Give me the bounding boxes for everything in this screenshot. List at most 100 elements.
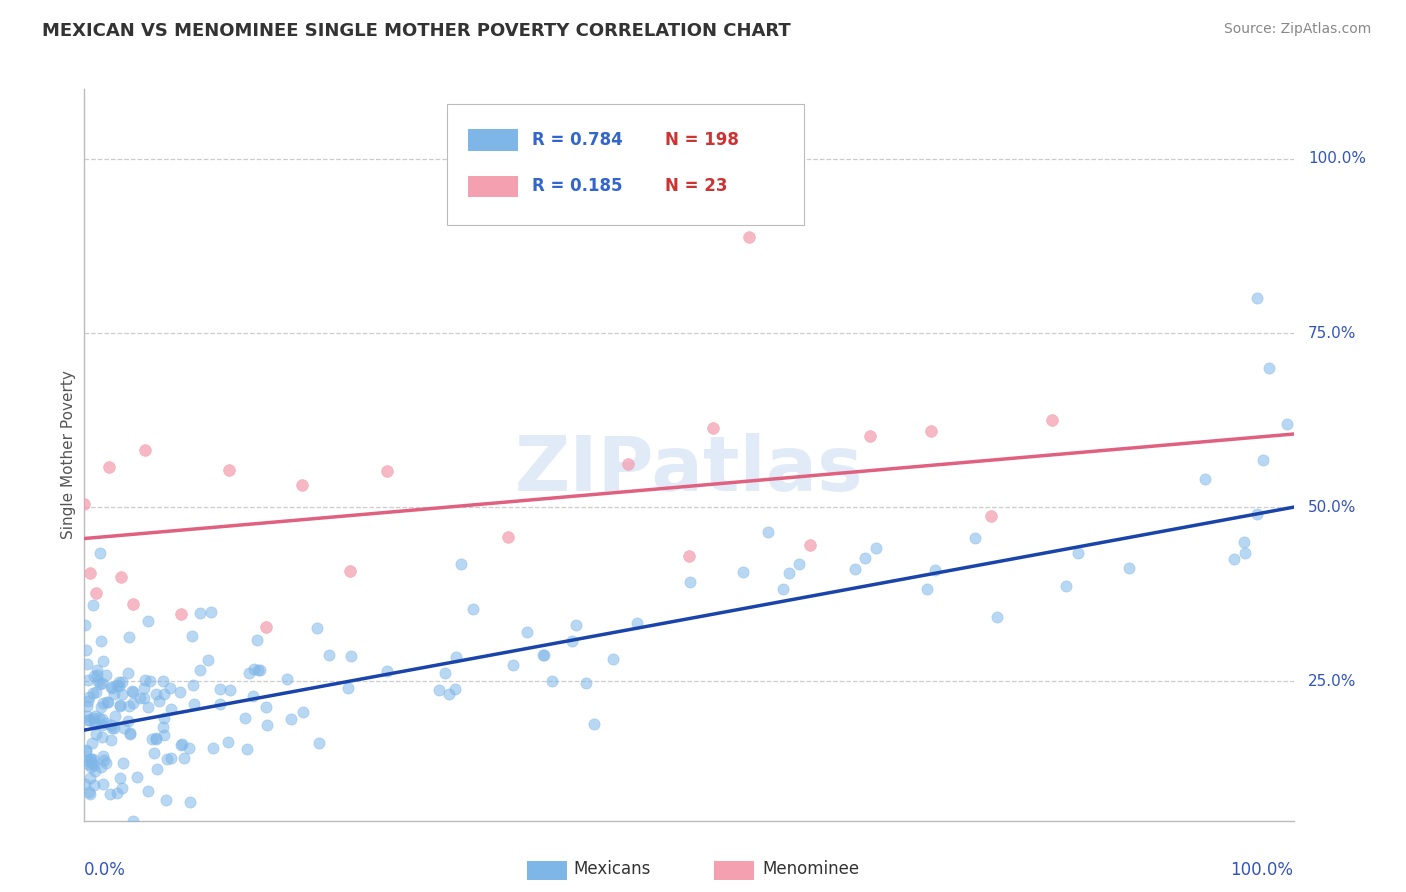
Point — [82, 599, 104, 613]
Point — [79, 566, 101, 580]
Text: ZIPatlas: ZIPatlas — [515, 433, 863, 507]
Point — [76, 657, 98, 671]
Point — [153, 711, 176, 725]
Point — [83, 778, 105, 792]
Point — [136, 784, 159, 798]
Point — [103, 687, 125, 701]
Text: R = 0.784: R = 0.784 — [531, 131, 623, 149]
Point — [152, 720, 174, 734]
Point — [80, 736, 103, 750]
Point — [181, 629, 204, 643]
Point — [118, 727, 141, 741]
Point — [132, 690, 155, 705]
Point — [236, 741, 259, 756]
Point — [859, 429, 882, 443]
Point — [108, 679, 131, 693]
Point — [337, 681, 360, 696]
Point — [434, 665, 457, 680]
Point — [76, 699, 98, 714]
Point — [188, 606, 211, 620]
Point — [173, 751, 195, 765]
Point — [79, 713, 101, 727]
Text: N = 23: N = 23 — [665, 178, 727, 195]
Point — [179, 795, 201, 809]
Point — [437, 687, 460, 701]
Point — [153, 728, 176, 742]
Point — [83, 758, 105, 772]
Point — [238, 665, 260, 680]
Point — [561, 634, 583, 648]
Point — [84, 685, 107, 699]
Point — [104, 709, 127, 723]
Point — [98, 787, 121, 801]
Point — [799, 539, 821, 553]
Point — [93, 696, 115, 710]
Point — [129, 691, 152, 706]
Point — [77, 784, 100, 798]
Point — [201, 741, 224, 756]
Point — [307, 621, 329, 635]
Point — [375, 464, 398, 478]
Point — [980, 508, 1002, 523]
Point — [197, 652, 219, 666]
Point — [100, 717, 122, 731]
Point — [79, 760, 101, 774]
Point — [139, 673, 162, 688]
Point — [217, 735, 239, 749]
Point — [79, 752, 101, 766]
Point — [541, 673, 564, 688]
Point — [77, 755, 100, 769]
Point — [444, 650, 467, 665]
Point — [145, 731, 167, 746]
Point — [844, 562, 866, 576]
Point — [136, 615, 159, 629]
Point — [86, 586, 108, 600]
Point — [79, 751, 101, 765]
Point — [94, 667, 117, 681]
Point — [136, 700, 159, 714]
Point — [100, 733, 122, 747]
Point — [242, 690, 264, 704]
Point — [170, 607, 193, 621]
Point — [82, 686, 104, 700]
Point — [120, 725, 142, 739]
Point — [865, 541, 887, 556]
Point — [145, 762, 167, 776]
Point — [575, 676, 598, 690]
Point — [107, 675, 129, 690]
Point — [75, 777, 97, 791]
Point — [75, 643, 97, 657]
Text: R = 0.185: R = 0.185 — [531, 178, 623, 195]
Point — [159, 751, 181, 765]
Point — [1118, 561, 1140, 575]
Point — [444, 681, 467, 696]
Point — [155, 792, 177, 806]
Point — [450, 557, 472, 571]
Point — [121, 597, 143, 611]
Point — [758, 525, 780, 540]
Text: Source: ZipAtlas.com: Source: ZipAtlas.com — [1223, 22, 1371, 37]
Point — [122, 696, 145, 710]
Point — [84, 717, 107, 731]
Point — [679, 574, 702, 589]
Text: Menominee: Menominee — [762, 860, 859, 878]
Point — [280, 712, 302, 726]
Point — [76, 709, 98, 723]
Point — [1054, 579, 1077, 593]
Point — [853, 550, 876, 565]
Point — [789, 558, 811, 572]
Point — [531, 648, 554, 662]
Point — [86, 664, 108, 678]
Point — [218, 463, 240, 477]
Point — [1251, 453, 1274, 467]
Point — [179, 741, 201, 756]
Point — [121, 683, 143, 698]
Point — [169, 684, 191, 698]
Point — [617, 457, 640, 471]
Point — [86, 727, 108, 741]
Point — [308, 736, 330, 750]
Point — [79, 690, 101, 704]
Point — [79, 787, 101, 801]
Point — [91, 654, 114, 668]
Point — [208, 697, 231, 711]
